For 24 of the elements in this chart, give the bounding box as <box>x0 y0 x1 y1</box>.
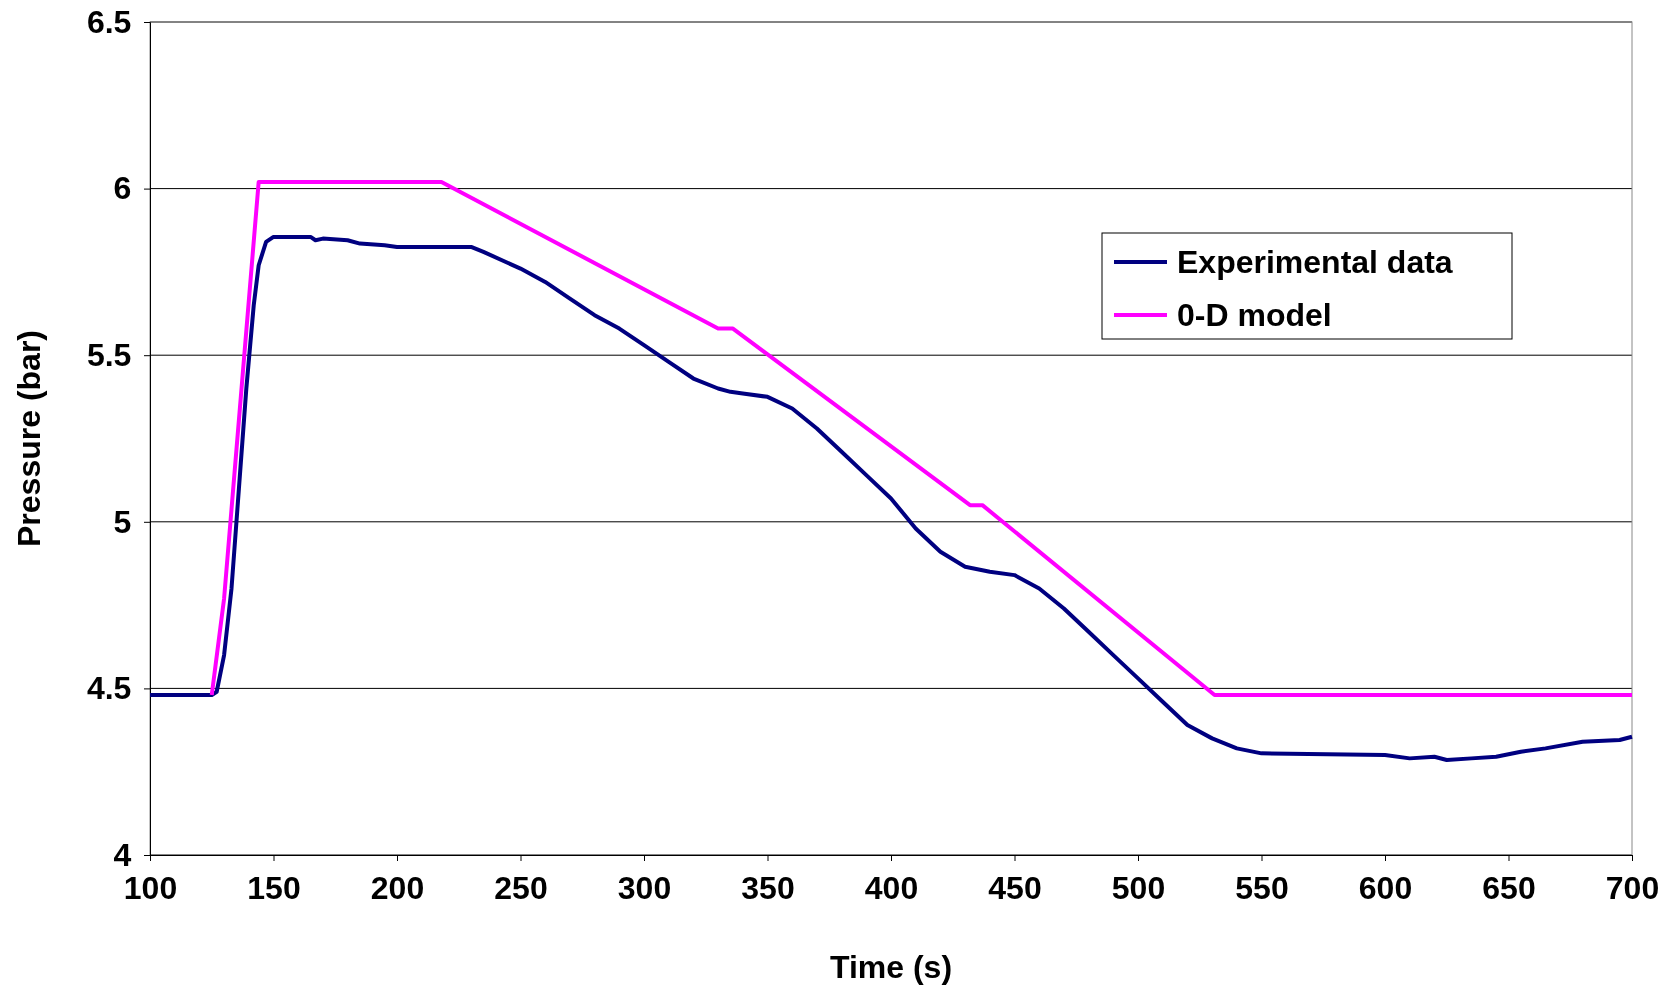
x-tick-label: 150 <box>247 870 301 907</box>
legend-label: Experimental data <box>1177 244 1453 280</box>
x-tick-label: 650 <box>1482 870 1536 907</box>
x-tick-label: 100 <box>123 870 178 907</box>
y-axis-title: Pressure (bar) <box>11 330 47 547</box>
x-tick-label: 550 <box>1235 870 1289 907</box>
y-tick-label: 4 <box>113 836 132 873</box>
x-tick-label: 350 <box>741 870 795 907</box>
x-tick-label: 400 <box>864 870 919 907</box>
x-tick-label: 600 <box>1358 870 1413 907</box>
x-tick-label: 500 <box>1111 870 1166 907</box>
x-tick-label: 300 <box>617 870 672 907</box>
y-tick-label: 5 <box>113 503 132 540</box>
y-tick-label: 4.5 <box>86 670 132 707</box>
legend-label: 0-D model <box>1177 297 1332 333</box>
x-tick-label: 200 <box>370 870 425 907</box>
x-axis-title: Time (s) <box>829 949 953 985</box>
y-tick-label: 6.5 <box>86 3 132 40</box>
line-series <box>209 179 1634 698</box>
x-tick-label: 700 <box>1605 870 1660 907</box>
x-tick-label: 450 <box>988 870 1042 907</box>
x-tick-label: 250 <box>494 870 548 907</box>
y-tick-label: 5.5 <box>86 336 132 373</box>
y-tick-label: 6 <box>113 170 132 207</box>
